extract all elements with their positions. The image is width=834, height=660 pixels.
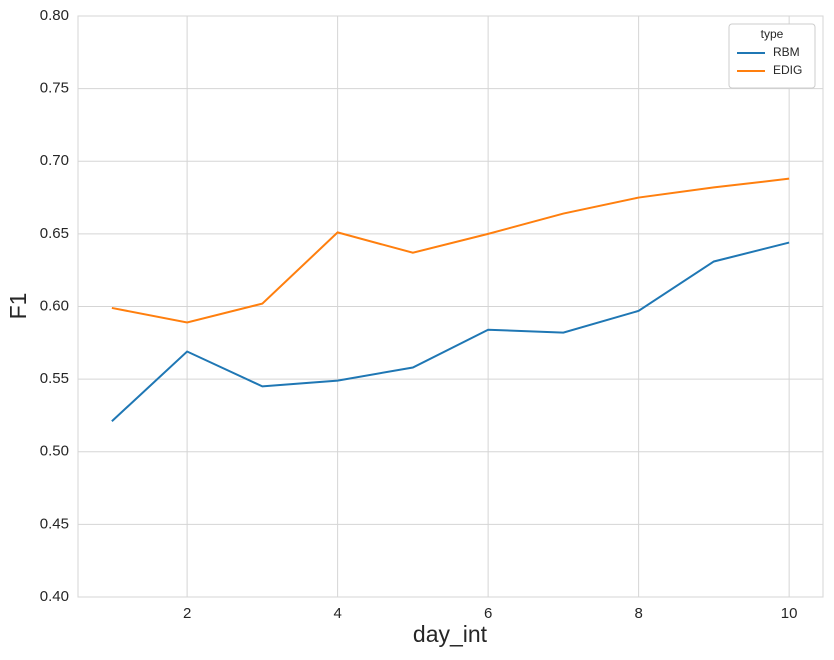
y-axis-label: F1 bbox=[5, 293, 31, 320]
y-tick-label: 0.65 bbox=[40, 225, 69, 242]
y-tick-label: 0.40 bbox=[40, 588, 69, 605]
y-tick-label: 0.45 bbox=[40, 515, 69, 532]
x-tick-label: 10 bbox=[781, 605, 798, 622]
data-line bbox=[111, 177, 790, 324]
legend-title: type bbox=[761, 27, 784, 41]
x-tick-label: 6 bbox=[484, 605, 492, 622]
y-tick-label: 0.60 bbox=[40, 297, 69, 314]
legend-label: RBM bbox=[773, 45, 800, 59]
plot-frame bbox=[77, 15, 824, 598]
y-tick-label: 0.70 bbox=[40, 152, 69, 169]
data-line bbox=[111, 241, 790, 422]
x-tick-label: 4 bbox=[333, 605, 341, 622]
x-axis-label: day_int bbox=[413, 621, 488, 647]
y-tick-label: 0.80 bbox=[40, 7, 69, 24]
x-tick-label: 2 bbox=[183, 605, 191, 622]
legend-label: EDIG bbox=[773, 63, 802, 77]
y-tick-label: 0.55 bbox=[40, 370, 69, 387]
y-tick-label: 0.75 bbox=[40, 80, 69, 97]
x-tick-label: 8 bbox=[634, 605, 642, 622]
y-tick-label: 0.50 bbox=[40, 443, 69, 460]
